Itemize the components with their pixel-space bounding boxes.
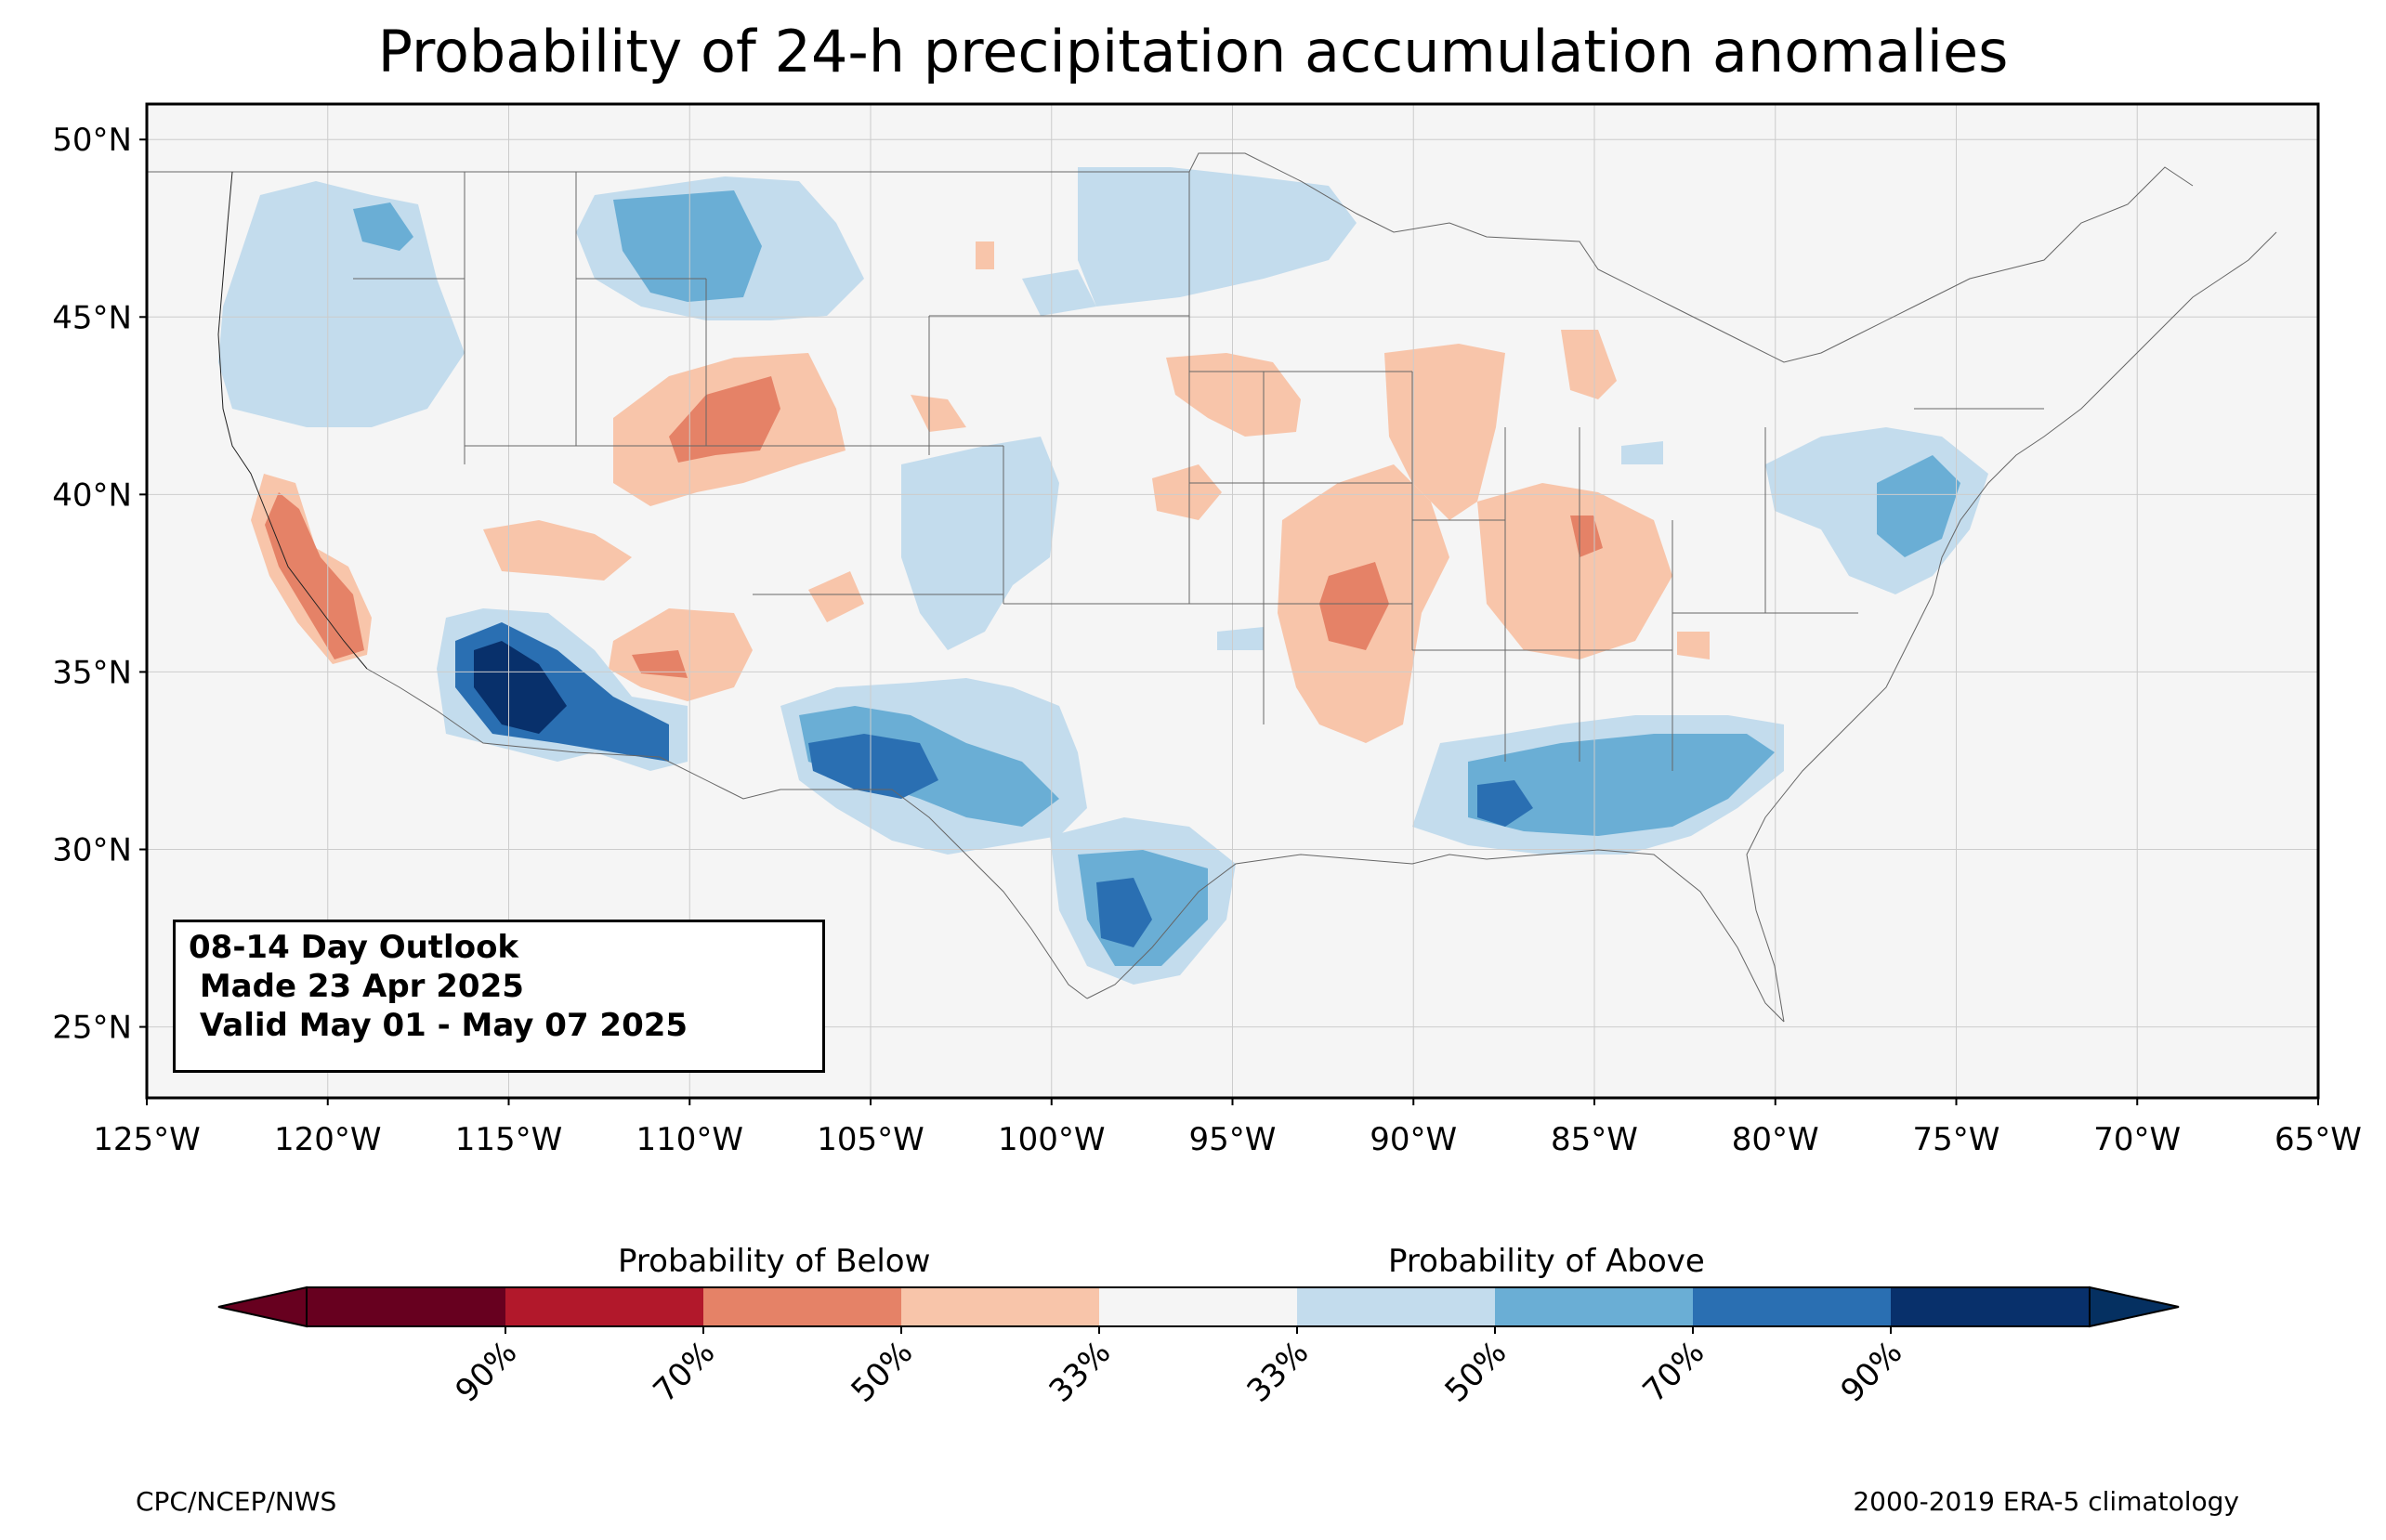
below-region-illinois: [1384, 344, 1505, 520]
colorbar-tick-label: 90%: [1834, 1334, 1910, 1410]
below-region-nebraska-iowa: [1166, 353, 1301, 437]
below-region-arizona-newmexico: [609, 608, 753, 701]
lon-tick-label: 70°W: [2093, 1121, 2181, 1158]
lon-tick-label: 115°W: [455, 1121, 563, 1158]
colorbar-tick-label: 33%: [1240, 1334, 1317, 1410]
lon-tick-label: 120°W: [274, 1121, 382, 1158]
above-region-north-dakota: [1078, 167, 1357, 307]
lon-tick-label: 90°W: [1370, 1121, 1457, 1158]
colorbar-tick-label: 50%: [845, 1334, 921, 1410]
below-region-michigan: [1561, 330, 1617, 399]
colorbar-bin: [1495, 1287, 1693, 1326]
lon-tick-label: 65°W: [2275, 1121, 2362, 1158]
colorbar-tick-label: 33%: [1042, 1334, 1119, 1410]
above-region-colorado-nm: [901, 437, 1059, 650]
above-region-southwest-core: [474, 641, 567, 734]
colorbar-bin: [1099, 1287, 1297, 1326]
lat-tick-label: 30°N: [52, 832, 132, 869]
above-region-small-ohio: [1621, 441, 1663, 464]
outlook-period: 08-14 Day Outlook: [189, 929, 519, 966]
valid-dates: Valid May 01 - May 07 2025: [189, 1007, 688, 1044]
colorbar-bin: [901, 1287, 1099, 1326]
colorbar-bin: [703, 1287, 901, 1326]
above-region-texas-core: [808, 734, 938, 799]
political-borders: [147, 152, 2277, 1023]
colorbar-extend-below: [217, 1286, 308, 1328]
colorbar-bin: [307, 1287, 505, 1326]
lat-tick-label: 35°N: [52, 654, 132, 691]
colorbar-bin: [1297, 1287, 1495, 1326]
lon-tick-label: 105°W: [817, 1121, 924, 1158]
above-region-southeast-mid: [1468, 734, 1775, 836]
above-region-montana-core: [613, 190, 762, 302]
outlook-info-box: 08-14 Day Outlook Made 23 Apr 2025 Valid…: [173, 920, 825, 1073]
lat-tick-label: 45°N: [52, 299, 132, 336]
us-gulf-coast: [1086, 849, 1785, 1023]
above-region-small-wi: [1022, 269, 1096, 316]
above-region-pacific-nw-core: [353, 202, 413, 251]
lon-tick-label: 125°W: [93, 1121, 201, 1158]
colorbar-extend-above: [2089, 1286, 2180, 1328]
made-date: Made 23 Apr 2025: [189, 968, 524, 1005]
us-canada-border: [147, 152, 2194, 363]
below-region-az-core: [632, 650, 688, 678]
map-title: Probability of 24-h precipitation accumu…: [377, 18, 2009, 85]
us-mexico-border: [366, 668, 1088, 999]
below-region-arkansas-core: [1319, 562, 1389, 650]
colorbar-tick-label: 70%: [647, 1334, 723, 1410]
colorbar-tick-label: 70%: [1636, 1334, 1712, 1410]
lat-tick-label: 40°N: [52, 476, 132, 514]
lat-tick-label: 50°N: [52, 122, 132, 159]
longitude-labels: 125°W 120°W 115°W 110°W 105°W 100°W 95°W 90°W 85…: [93, 1098, 2362, 1158]
anomaly-regions: [218, 167, 1988, 985]
colorbar-tick-label: 90%: [449, 1334, 525, 1410]
lon-tick-label: 85°W: [1551, 1121, 1638, 1158]
below-region-utah-wyoming-core: [669, 376, 780, 463]
lon-tick-label: 75°W: [1913, 1121, 2000, 1158]
credit-climatology: 2000-2019 ERA-5 climatology: [1853, 1486, 2239, 1517]
lon-tick-label: 110°W: [636, 1121, 743, 1158]
below-region-kansas: [1152, 464, 1222, 520]
lon-tick-label: 80°W: [1732, 1121, 1819, 1158]
lat-tick-label: 25°N: [52, 1010, 132, 1047]
below-region-ohio-valley: [1477, 483, 1672, 659]
below-region-small1: [1677, 632, 1710, 659]
colorbar-tick-label: 50%: [1438, 1334, 1514, 1410]
colorbar-below-label: Probability of Below: [618, 1243, 931, 1280]
us-east-coast: [1746, 231, 2277, 1023]
colorbar-above-label: Probability of Above: [1388, 1243, 1705, 1280]
latitude-labels: 50°N 45°N 40°N 35°N 30°N 25°N: [52, 122, 147, 1047]
below-region-colorado: [808, 571, 864, 622]
below-region-small2: [911, 395, 966, 432]
colorbar: 90% 70% 50% 33% 33% 50% 70% 90%: [217, 1286, 2180, 1410]
above-region-small-kansas: [1217, 627, 1264, 650]
above-region-gulf-texas-core: [1096, 878, 1152, 947]
map-panel: [145, 102, 2320, 1100]
colorbar-bin: [1693, 1287, 1891, 1326]
lon-tick-label: 95°W: [1189, 1121, 1277, 1158]
below-region-california-core: [265, 492, 364, 659]
us-west-coast: [217, 171, 368, 670]
colorbar-bin: [505, 1287, 703, 1326]
state-lines: [353, 172, 2044, 771]
colorbar-bin: [1891, 1287, 2090, 1326]
credit-source: CPC/NCEP/NWS: [136, 1486, 337, 1517]
below-region-nevada: [483, 520, 632, 581]
below-region-small3: [976, 241, 994, 269]
above-region-southeast-core: [1477, 780, 1533, 827]
colorbar-frame: [306, 1286, 2091, 1327]
lon-tick-label: 100°W: [998, 1121, 1106, 1158]
gridlines: [146, 104, 2319, 1098]
above-region-mid-atlantic-core: [1877, 455, 1960, 557]
